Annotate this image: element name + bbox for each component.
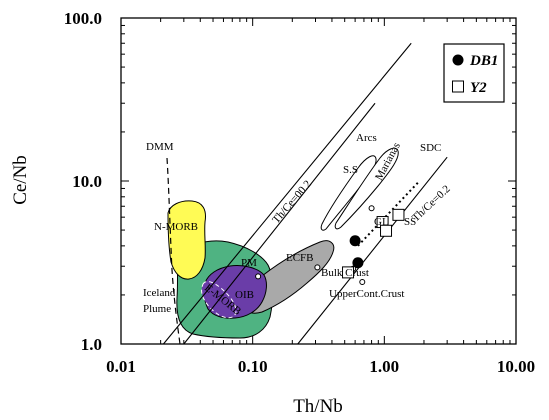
x-tick-label: 0.01	[106, 357, 136, 376]
legend: DB1 Y2	[443, 43, 505, 103]
ref-line-th-ce-02	[297, 156, 448, 345]
ref-point-pm	[255, 273, 262, 280]
point-db1	[349, 235, 361, 247]
point-y2	[392, 208, 405, 221]
label-oib: OIB	[235, 289, 254, 301]
x-axis-title: Th/Nb	[293, 396, 343, 417]
label-n-morb: N-MORB	[154, 221, 198, 233]
field-arcs-marianas	[334, 147, 399, 230]
label-gl: GL	[374, 216, 389, 228]
ref-point-ecfb	[314, 264, 321, 271]
legend-label-y2: Y2	[470, 80, 487, 96]
point-y2	[342, 266, 355, 279]
y-tick-label: 100.0	[64, 9, 102, 28]
label-ss: SS	[404, 216, 416, 228]
data-points-layer	[255, 205, 405, 286]
x-tick-label: 1.00	[369, 357, 399, 376]
label-plume: Plume	[143, 303, 171, 315]
label-sdc: SDC	[420, 142, 441, 154]
label-iceland: Iceland	[143, 287, 176, 299]
y-axis-title: Ce/Nb	[10, 155, 31, 205]
ref-line-th-ce-002	[163, 42, 412, 345]
legend-marker-y2	[452, 80, 464, 93]
reference-lines-layer	[163, 42, 448, 345]
label-bulk-crust: Bulk Crust	[321, 267, 369, 279]
ref-line-dmm	[166, 157, 181, 345]
x-tick-label: 0.10	[238, 357, 268, 376]
label-th-ce-002: Th/Ce=00.2	[270, 178, 314, 226]
axis-ticks-layer	[120, 18, 516, 345]
label-dmm: DMM	[146, 141, 174, 153]
x-tick-labels: 0.01 0.10 1.00 10.00	[106, 357, 535, 376]
label-upper-cont-crust: UpperCont.Crust	[329, 288, 404, 300]
ref-point-gloss	[368, 205, 375, 212]
label-th-ce-02: Th/Ce=0.2	[410, 183, 453, 224]
y-tick-label: 1.0	[81, 335, 102, 354]
label-pm: PM	[241, 257, 257, 269]
fields-layer	[167, 147, 399, 339]
label-s-s: S.S	[343, 164, 358, 176]
point-y2	[380, 224, 393, 237]
field-n-morb	[167, 200, 206, 280]
y-tick-label: 10.0	[72, 172, 102, 191]
ref-point-uppercont-crust	[359, 279, 366, 286]
y-tick-labels: 1.0 10.0 100.0	[64, 9, 102, 354]
legend-marker-db1	[452, 54, 464, 66]
legend-label-db1: DB1	[469, 53, 498, 69]
label-arcs: Arcs	[356, 132, 377, 144]
ref-line-lower	[183, 102, 376, 345]
point-db1	[352, 257, 364, 269]
label-ecfb: ECFB	[286, 252, 314, 264]
x-tick-label: 10.00	[497, 357, 535, 376]
